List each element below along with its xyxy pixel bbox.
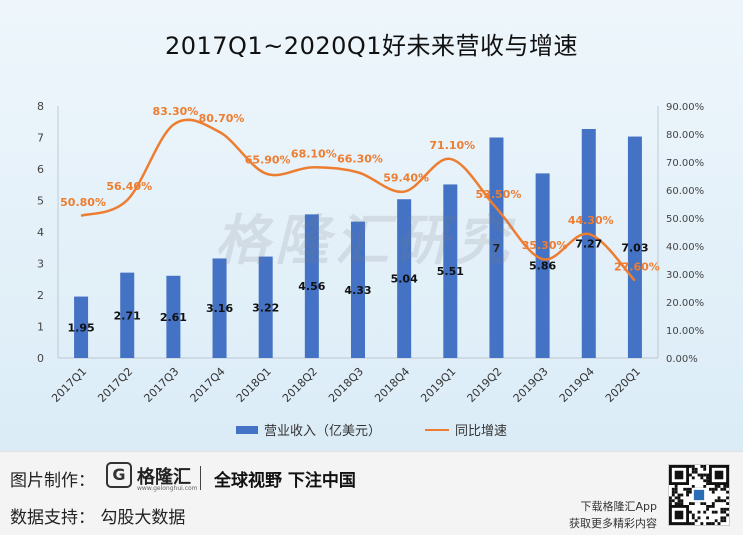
line-value-label: 80.70% — [199, 112, 245, 125]
y-left-tick-label: 1 — [37, 321, 44, 334]
x-tick-label: 2017Q4 — [188, 365, 228, 405]
legend-label-growth: 同比增速 — [455, 424, 508, 439]
bar-value-label: 3.16 — [206, 302, 233, 315]
line-value-label: 50.80% — [60, 196, 106, 209]
x-tick-label: 2018Q1 — [234, 365, 274, 405]
y-left-tick-label: 5 — [37, 195, 44, 208]
legend-swatch-bar — [235, 425, 258, 434]
y-left-tick-label: 3 — [37, 258, 44, 271]
y-right-tick-label: 60.00% — [666, 186, 704, 197]
bar — [120, 272, 135, 358]
x-tick-label: 2017Q2 — [95, 365, 135, 405]
y-right-tick-label: 0.00% — [666, 354, 698, 365]
legend: 营业收入（亿美元） 同比增速 — [0, 420, 743, 439]
app-promo-text: 获取更多精彩内容 — [569, 517, 657, 530]
y-right-tick-label: 80.00% — [666, 130, 704, 141]
y-right-tick-label: 70.00% — [666, 158, 704, 169]
x-tick-label: 2017Q3 — [141, 365, 181, 405]
bar — [351, 221, 365, 358]
bar-value-label: 2.61 — [160, 311, 187, 324]
bar — [443, 184, 458, 358]
x-tick-label: 2017Q1 — [49, 365, 89, 405]
y-right-tick-label: 10.00% — [666, 326, 704, 337]
bar — [304, 214, 319, 358]
y-right-tick-label: 30.00% — [666, 270, 704, 281]
line-value-label: 27.60% — [614, 261, 660, 274]
bar-value-label: 3.22 — [252, 301, 279, 314]
growth-line — [80, 118, 636, 282]
chart-title: 2017Q1~2020Q1好未来营收与增速 — [164, 32, 579, 60]
line-value-label: 56.40% — [106, 180, 152, 193]
line-value-label: 66.30% — [337, 152, 383, 165]
slogan: 全球视野 下注中国 — [214, 471, 356, 491]
bar-value-label: 4.33 — [344, 284, 371, 297]
maker-label: 图片制作： — [10, 471, 95, 491]
bar-value-label: 1.95 — [68, 321, 95, 334]
y-right-tick-label: 50.00% — [666, 214, 704, 225]
legend-item-growth[interactable]: 同比增速 — [425, 420, 507, 439]
y-right-tick-label: 40.00% — [666, 242, 704, 253]
bar-value-label: 5.51 — [437, 265, 464, 278]
bar — [74, 296, 89, 358]
line-value-label: 35.30% — [522, 239, 568, 252]
line-value-label: 68.10% — [291, 147, 337, 160]
legend-label-revenue: 营业收入（亿美元） — [263, 424, 381, 439]
data-source: 数据支持： 勾股大数据 — [10, 508, 186, 528]
x-tick-label: 2018Q4 — [372, 365, 412, 405]
brand-name: 格隆汇 — [137, 467, 191, 488]
y-right-tick-label: 90.00% — [666, 102, 704, 113]
line-value-label: 44.30% — [568, 214, 614, 227]
chart-plot: 0123456780.00%10.00%20.00%30.00%40.00%50… — [37, 100, 704, 405]
footer-divider — [200, 466, 201, 490]
x-tick-label: 2018Q2 — [280, 365, 320, 405]
qr-code-icon[interactable] — [668, 464, 730, 526]
bar-value-label: 7.27 — [575, 237, 602, 250]
gelonghui-logo-icon: G — [106, 462, 132, 488]
bar-value-label: 7 — [493, 242, 501, 255]
legend-item-revenue[interactable]: 营业收入（亿美元） — [235, 420, 381, 439]
x-tick-label: 2019Q4 — [557, 365, 597, 405]
line-value-label: 59.40% — [383, 172, 429, 185]
bar-value-label: 5.86 — [529, 260, 556, 273]
watermark: 格隆汇研究 — [215, 209, 515, 272]
y-left-tick-label: 2 — [37, 289, 44, 302]
line-value-label: 65.90% — [245, 153, 291, 166]
bar — [581, 128, 596, 358]
footer: 图片制作： G 格隆汇 www.gelonghui.com 全球视野 下注中国 … — [0, 451, 743, 535]
bar-value-label: 2.71 — [114, 309, 141, 322]
line-value-label: 83.30% — [152, 105, 198, 118]
x-tick-label: 2019Q3 — [511, 365, 551, 405]
bar-value-label: 5.04 — [391, 273, 418, 286]
bar-value-label: 4.56 — [298, 280, 325, 293]
y-left-tick-label: 4 — [37, 226, 44, 239]
y-left-tick-label: 8 — [37, 100, 44, 113]
bar — [258, 256, 273, 358]
bar — [489, 137, 504, 358]
bar-value-label: 7.03 — [621, 241, 648, 254]
x-tick-label: 2018Q3 — [326, 365, 366, 405]
line-value-label: 71.10% — [429, 139, 475, 152]
y-right-tick-label: 20.00% — [666, 298, 704, 309]
bar — [166, 275, 181, 358]
app-download-text: 下载格隆汇App — [580, 500, 658, 513]
bar — [397, 199, 412, 358]
y-left-tick-label: 0 — [37, 352, 44, 365]
y-left-tick-label: 6 — [37, 163, 44, 176]
x-tick-label: 2019Q2 — [465, 365, 505, 405]
x-tick-label: 2020Q1 — [603, 365, 643, 405]
x-tick-label: 2019Q1 — [418, 365, 458, 405]
bar — [535, 173, 550, 358]
chart-area: 2017Q1~2020Q1好未来营收与增速 0 1 2 3 4 5 6 7 8 0.00% 10.0… — [0, 0, 743, 451]
y-left-tick-label: 7 — [37, 132, 44, 145]
brand-domain: www.gelonghui.com — [137, 485, 198, 492]
legend-swatch-line — [425, 428, 449, 431]
bar — [627, 136, 642, 358]
line-value-label: 53.50% — [476, 188, 522, 201]
bar — [212, 258, 227, 358]
